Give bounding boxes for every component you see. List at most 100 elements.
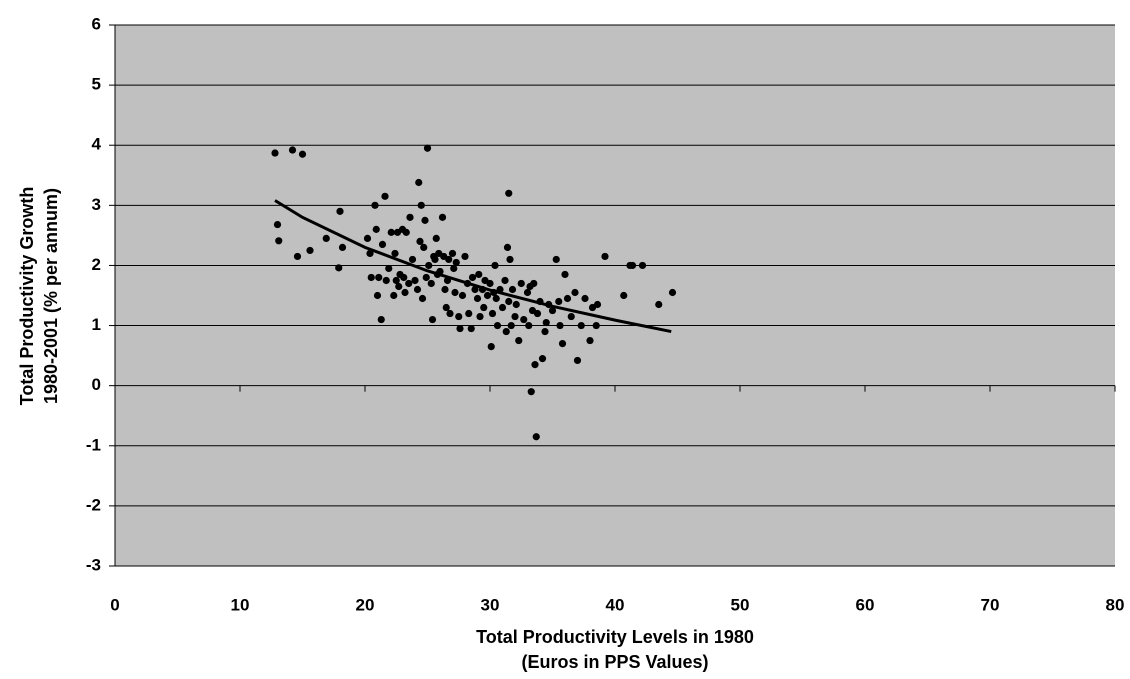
point bbox=[445, 255, 453, 264]
point bbox=[428, 315, 437, 324]
point bbox=[592, 321, 600, 330]
point bbox=[480, 303, 488, 312]
point bbox=[401, 288, 409, 297]
point bbox=[520, 315, 528, 324]
point bbox=[567, 312, 575, 321]
point bbox=[467, 324, 475, 333]
trendline bbox=[274, 199, 672, 334]
point bbox=[421, 216, 429, 224]
x-axis-title: (Euros in PPS Values) bbox=[521, 652, 708, 672]
point bbox=[531, 361, 539, 369]
point bbox=[620, 291, 628, 300]
point bbox=[548, 306, 557, 315]
point bbox=[271, 149, 279, 157]
point bbox=[507, 321, 515, 330]
y-tick-label: -3 bbox=[86, 555, 101, 574]
point bbox=[558, 339, 567, 348]
point bbox=[586, 336, 594, 345]
x-tick-label: 10 bbox=[231, 595, 250, 614]
point bbox=[390, 291, 398, 300]
plot-area bbox=[115, 25, 1115, 566]
point bbox=[381, 192, 389, 200]
point bbox=[425, 261, 433, 270]
point bbox=[392, 276, 400, 285]
point bbox=[455, 312, 463, 321]
point bbox=[471, 285, 479, 294]
point bbox=[450, 264, 458, 273]
point bbox=[488, 309, 497, 318]
point bbox=[492, 294, 500, 303]
point bbox=[486, 279, 494, 288]
point bbox=[377, 315, 385, 324]
y-tick-label: -1 bbox=[86, 435, 101, 454]
point bbox=[555, 297, 563, 306]
point bbox=[498, 303, 507, 312]
point bbox=[458, 291, 467, 300]
y-tick-label: 0 bbox=[92, 375, 101, 394]
point bbox=[402, 228, 410, 236]
y-tick-label: 2 bbox=[92, 255, 101, 274]
point bbox=[415, 178, 423, 187]
point bbox=[501, 276, 509, 285]
point bbox=[493, 321, 502, 330]
point bbox=[465, 309, 473, 318]
point bbox=[441, 285, 449, 294]
point bbox=[382, 276, 390, 285]
y-tick-label: 3 bbox=[92, 195, 101, 214]
point bbox=[373, 291, 382, 300]
point bbox=[668, 288, 677, 297]
point bbox=[476, 312, 484, 321]
point bbox=[385, 264, 393, 273]
point bbox=[367, 273, 375, 282]
point bbox=[456, 324, 464, 333]
point bbox=[573, 356, 582, 365]
point bbox=[372, 225, 380, 233]
point bbox=[523, 288, 532, 297]
y-axis-title: 1980-2001 (% per annum) bbox=[41, 188, 61, 404]
x-tick-label: 60 bbox=[856, 595, 875, 614]
point bbox=[432, 234, 440, 242]
point bbox=[371, 201, 379, 209]
point bbox=[505, 297, 513, 306]
point bbox=[468, 273, 477, 282]
point bbox=[593, 300, 602, 309]
point bbox=[417, 201, 425, 209]
point bbox=[517, 279, 525, 288]
point bbox=[438, 213, 447, 221]
point bbox=[483, 291, 492, 300]
point bbox=[491, 261, 499, 270]
point bbox=[487, 342, 495, 351]
y-tick-label: -2 bbox=[86, 495, 101, 514]
point bbox=[561, 270, 569, 279]
point bbox=[293, 252, 302, 261]
point bbox=[508, 285, 517, 294]
point bbox=[422, 273, 430, 282]
point bbox=[408, 255, 417, 264]
x-tick-label: 80 bbox=[1106, 595, 1125, 614]
point bbox=[505, 189, 513, 197]
x-tick-label: 40 bbox=[606, 595, 625, 614]
point bbox=[542, 318, 550, 327]
point bbox=[427, 279, 435, 288]
point bbox=[532, 433, 540, 441]
y-tick-label: 4 bbox=[92, 135, 102, 154]
y-tick-label: 5 bbox=[92, 75, 101, 94]
point bbox=[416, 237, 424, 245]
point bbox=[563, 294, 572, 303]
point bbox=[413, 285, 422, 294]
point bbox=[473, 294, 482, 303]
point bbox=[375, 273, 383, 282]
point bbox=[273, 220, 282, 229]
point bbox=[525, 321, 533, 330]
point bbox=[322, 234, 330, 242]
point bbox=[338, 243, 347, 252]
point bbox=[405, 279, 413, 288]
x-tick-label: 50 bbox=[731, 595, 750, 614]
point bbox=[515, 336, 523, 345]
point bbox=[363, 234, 372, 242]
point bbox=[423, 144, 432, 152]
point bbox=[442, 303, 450, 312]
point bbox=[306, 246, 314, 255]
point bbox=[452, 258, 460, 267]
